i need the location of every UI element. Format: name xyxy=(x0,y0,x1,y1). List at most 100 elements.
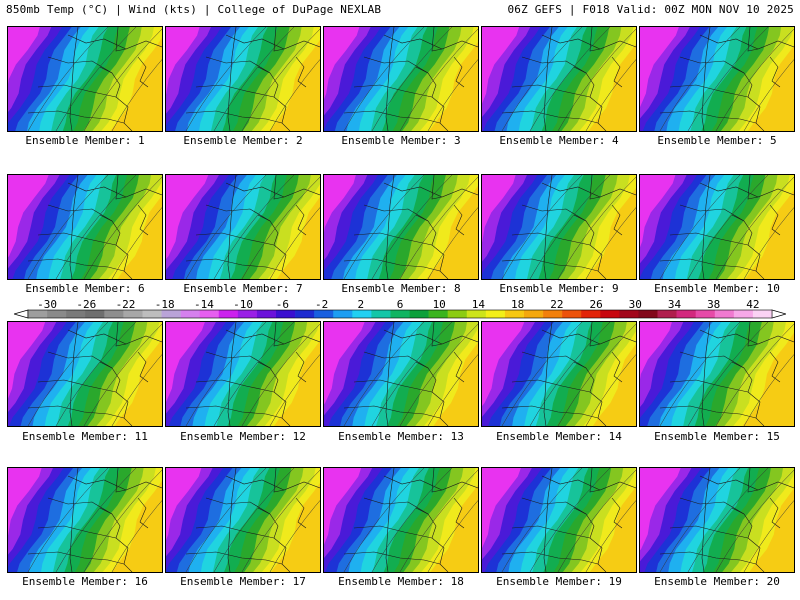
colorbar-segment xyxy=(543,310,563,318)
colorbar-segment xyxy=(333,310,353,318)
colorbar-tick-label: -6 xyxy=(276,298,289,311)
ensemble-member-label: Ensemble Member: 18 xyxy=(338,575,464,588)
colorbar-tick-label: 10 xyxy=(433,298,446,311)
ensemble-map-panel xyxy=(639,321,795,427)
temperature-map xyxy=(324,322,478,426)
colorbar-segment xyxy=(180,310,200,318)
colorbar-tick-label: -14 xyxy=(194,298,214,311)
temperature-map xyxy=(324,27,478,131)
ensemble-member-label: Ensemble Member: 14 xyxy=(496,430,622,443)
colorbar-segment xyxy=(28,310,48,318)
colorbar-segment xyxy=(714,310,735,318)
colorbar-tick-label: 14 xyxy=(472,298,486,311)
ensemble-member-label: Ensemble Member: 13 xyxy=(338,430,464,443)
ensemble-map-panel xyxy=(7,174,163,280)
colorbar-segment xyxy=(295,310,315,318)
ensemble-member-label: Ensemble Member: 10 xyxy=(654,282,780,295)
ensemble-map-panel xyxy=(165,26,321,132)
colorbar-segment xyxy=(752,310,773,318)
colorbar-segment xyxy=(104,310,124,318)
colorbar-tick-label: -22 xyxy=(116,298,136,311)
colorbar-segment xyxy=(314,310,334,318)
colorbar-right-arrow xyxy=(771,309,786,319)
ensemble-map-panel xyxy=(323,174,479,280)
map-title: 850mb Temp (°C) | Wind (kts) | College o… xyxy=(6,3,382,16)
temperature-map xyxy=(166,322,320,426)
ensemble-member-label: Ensemble Member: 5 xyxy=(657,134,777,147)
temperature-map xyxy=(8,468,162,572)
ensemble-member-label: Ensemble Member: 8 xyxy=(341,282,461,295)
colorbar-segment xyxy=(409,310,429,318)
temperature-map xyxy=(324,175,478,279)
ensemble-map-panel xyxy=(7,321,163,427)
ensemble-member-label: Ensemble Member: 11 xyxy=(22,430,148,443)
colorbar-segment xyxy=(218,310,239,318)
ensemble-map-panel xyxy=(7,26,163,132)
ensemble-map-panel xyxy=(165,467,321,573)
ensemble-member-label: Ensemble Member: 19 xyxy=(496,575,622,588)
temperature-map xyxy=(482,322,636,426)
ensemble-map-panel xyxy=(165,321,321,427)
colorbar-tick-label: -30 xyxy=(37,298,57,311)
colorbar-segment xyxy=(695,310,716,318)
colorbar-tick-label: 2 xyxy=(357,298,364,311)
temperature-map xyxy=(640,27,794,131)
colorbar-tick-label: -18 xyxy=(155,298,175,311)
ensemble-member-label: Ensemble Member: 3 xyxy=(341,134,461,147)
colorbar-segment xyxy=(123,310,143,318)
colorbar-segment xyxy=(485,310,506,318)
ensemble-map-panel xyxy=(481,467,637,573)
temperature-map xyxy=(640,322,794,426)
colorbar-segment xyxy=(47,310,67,318)
colorbar-tick-label: 22 xyxy=(550,298,563,311)
ensemble-member-label: Ensemble Member: 9 xyxy=(499,282,619,295)
colorbar-left-arrow xyxy=(14,309,29,319)
ensemble-member-label: Ensemble Member: 1 xyxy=(25,134,145,147)
ensemble-map-panel xyxy=(639,174,795,280)
temperature-map xyxy=(324,468,478,572)
colorbar-segment xyxy=(161,310,181,318)
ensemble-map-panel xyxy=(165,174,321,280)
colorbar-tick-label: 18 xyxy=(511,298,524,311)
colorbar-segment xyxy=(66,310,86,318)
colorbar-segment xyxy=(276,310,296,318)
colorbar-segment xyxy=(428,310,448,318)
colorbar-segment xyxy=(371,310,391,318)
colorbar-segment xyxy=(256,310,277,318)
ensemble-member-label: Ensemble Member: 4 xyxy=(499,134,619,147)
colorbar-segment xyxy=(390,310,410,318)
colorbar-tick-label: 6 xyxy=(397,298,404,311)
model-run-info: 06Z GEFS | F018 Valid: 00Z MON NOV 10 20… xyxy=(507,3,794,16)
temperature-colorbar: -30 -26 -22 -18 -14 -10 -6 -2 2 6 10 14 18 22 26 30 34 38… xyxy=(14,298,786,319)
colorbar-tick-label: 38 xyxy=(707,298,720,311)
colorbar-tick-label: -10 xyxy=(233,298,253,311)
ensemble-map-panel xyxy=(323,321,479,427)
ensemble-map-panel xyxy=(481,26,637,132)
temperature-map xyxy=(640,468,794,572)
colorbar-segment xyxy=(638,310,658,318)
colorbar-segment xyxy=(524,310,544,318)
colorbar-segment xyxy=(562,310,582,318)
colorbar-tick-label: 42 xyxy=(746,298,759,311)
colorbar-segment xyxy=(237,310,258,318)
ensemble-map-panel xyxy=(481,174,637,280)
colorbar-segment xyxy=(657,310,677,318)
ensemble-member-label: Ensemble Member: 6 xyxy=(25,282,145,295)
ensemble-member-label: Ensemble Member: 16 xyxy=(22,575,148,588)
colorbar-tick-label: 34 xyxy=(668,298,682,311)
colorbar-segment xyxy=(600,310,620,318)
colorbar-segment xyxy=(504,310,525,318)
temperature-map xyxy=(166,175,320,279)
colorbar-segment xyxy=(619,310,639,318)
colorbar-tick-label: -26 xyxy=(76,298,96,311)
colorbar-tick-label: 30 xyxy=(629,298,642,311)
colorbar-tick-label: 26 xyxy=(589,298,602,311)
temperature-map xyxy=(482,468,636,572)
colorbar-tick-label: -2 xyxy=(315,298,328,311)
temperature-map xyxy=(166,27,320,131)
ensemble-map-panel xyxy=(481,321,637,427)
colorbar-segment xyxy=(85,310,105,318)
temperature-map xyxy=(8,175,162,279)
colorbar-segment xyxy=(733,310,754,318)
